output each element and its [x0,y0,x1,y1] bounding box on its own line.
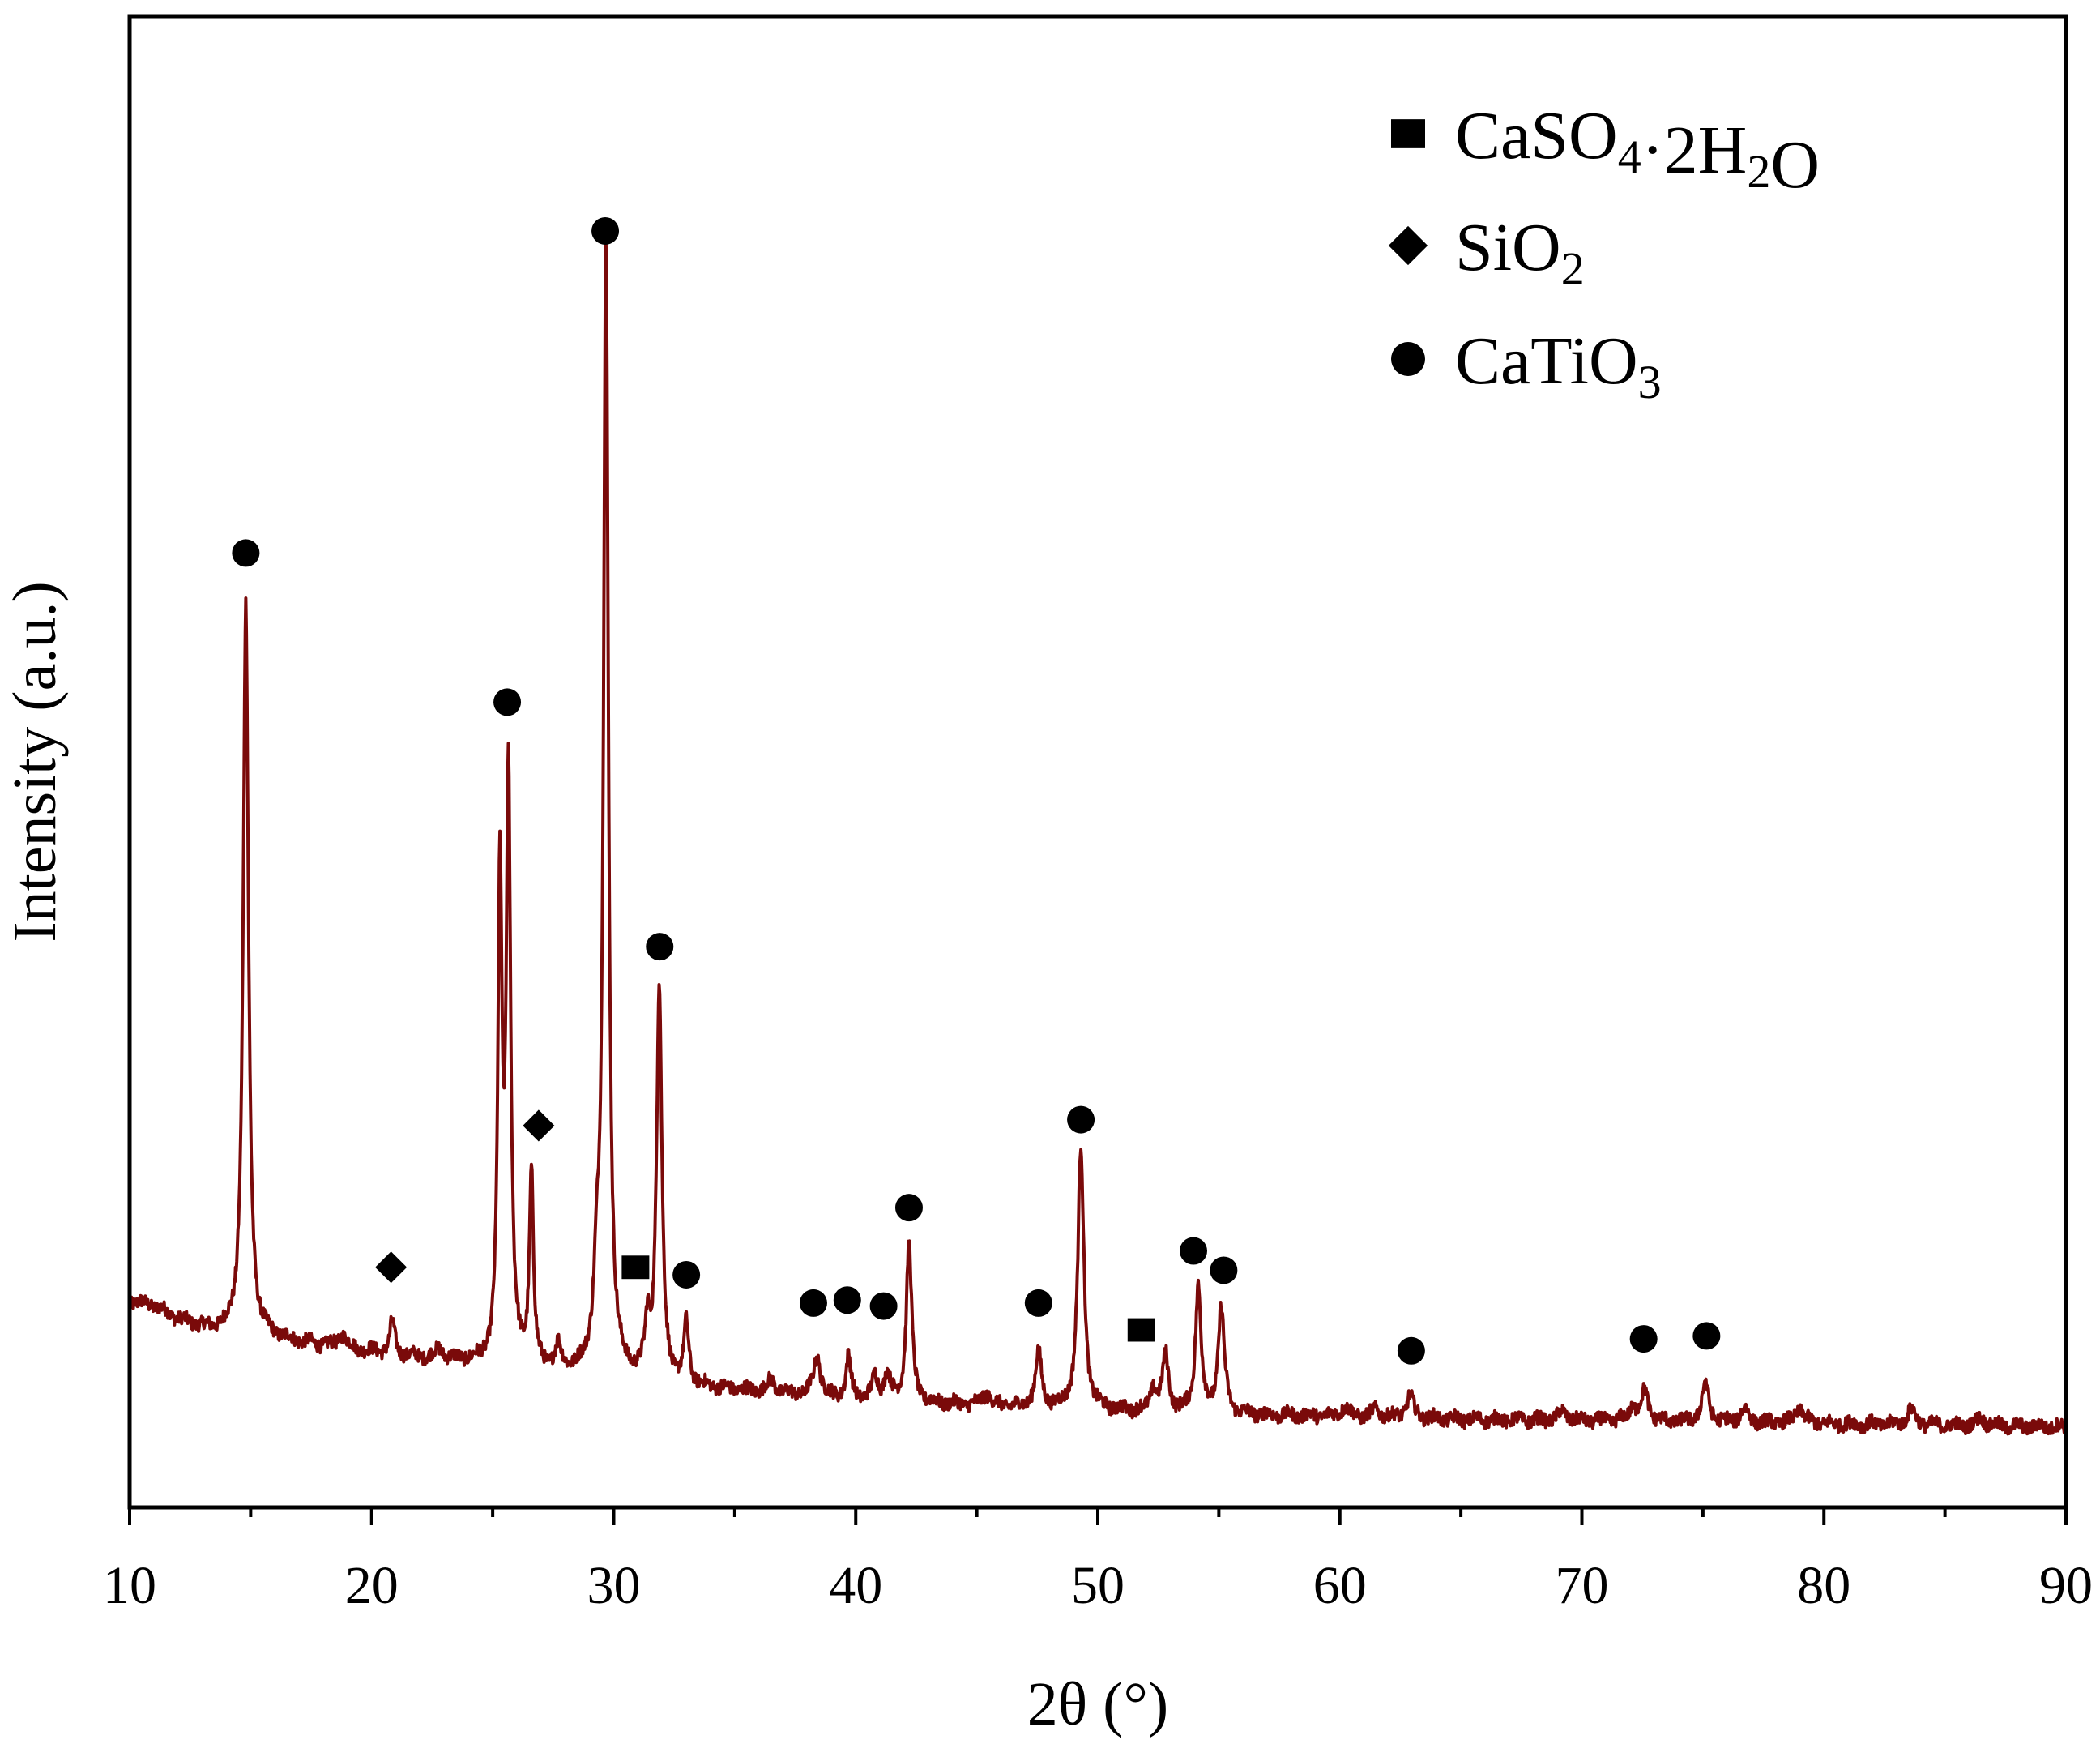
x-tick-label: 50 [1071,1556,1125,1615]
x-tick-label: 40 [829,1556,882,1615]
xrd-trace [128,237,2068,1436]
perovskite-circle-marker [799,1289,827,1317]
x-tick-label: 10 [103,1556,156,1615]
gypsum-square-marker [621,1255,650,1280]
legend-square-marker [1391,119,1425,148]
y-axis-title: Intensity (a.u.) [1,581,69,942]
trace-layer [128,237,2068,1436]
quartz-diamond-marker [375,1251,408,1284]
perovskite-circle-marker [672,1260,701,1289]
perovskite-circle-marker [1210,1256,1238,1284]
x-axis-ticks: 10 20 30 40 50 60 70 80 90 [103,1507,2093,1615]
legend-entry-gypsum: CaSO4·2H2O [1391,98,1820,203]
gypsum-square-marker [1127,1318,1155,1342]
x-tick-label: 30 [587,1556,641,1615]
x-tick-label: 80 [1797,1556,1850,1615]
perovskite-circle-marker [1692,1322,1721,1350]
x-tick-label: 20 [345,1556,399,1615]
x-tick-label: 60 [1313,1556,1367,1615]
legend-entry-perovskite: CaTiO3 [1391,323,1662,408]
x-axis-title: 2θ (°) [1027,1670,1168,1738]
phase-marker-layer [232,216,1721,1365]
perovskite-circle-marker [1397,1336,1425,1365]
perovskite-circle-marker [232,539,260,567]
x-tick-label: 70 [1556,1556,1609,1615]
legend-label-quartz: SiO2 [1455,210,1585,295]
perovskite-circle-marker [1024,1289,1052,1317]
perovskite-circle-marker [1180,1237,1208,1265]
legend-label-gypsum: CaSO4·2H2O [1455,98,1820,203]
x-tick-label: 90 [2039,1556,2093,1615]
legend-entry-quartz: SiO2 [1388,210,1585,295]
legend-label-perovskite: CaTiO3 [1455,323,1662,408]
quartz-diamond-marker [523,1109,555,1142]
perovskite-circle-marker [646,933,674,961]
perovskite-circle-marker [1067,1105,1095,1134]
perovskite-circle-marker [1629,1325,1658,1353]
perovskite-circle-marker [833,1286,861,1314]
perovskite-circle-marker [894,1194,923,1222]
legend-circle-marker [1391,342,1425,376]
perovskite-circle-marker [869,1292,898,1320]
perovskite-circle-marker [493,688,522,716]
perovskite-circle-marker [591,216,620,245]
legend-diamond-marker [1388,225,1428,266]
